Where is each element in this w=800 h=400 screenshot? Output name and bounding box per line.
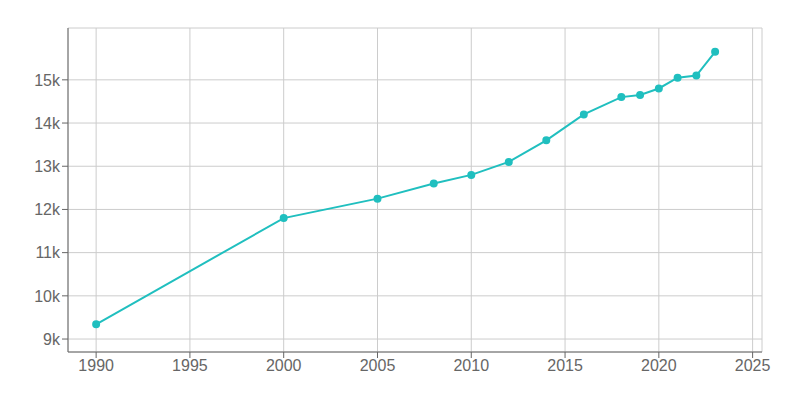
svg-text:2025: 2025 [735, 357, 771, 374]
svg-text:14k: 14k [34, 115, 61, 132]
svg-text:2020: 2020 [641, 357, 677, 374]
svg-text:2015: 2015 [547, 357, 583, 374]
svg-text:11k: 11k [35, 244, 61, 261]
svg-text:10k: 10k [34, 288, 61, 305]
svg-text:1990: 1990 [78, 357, 114, 374]
svg-text:12k: 12k [34, 201, 61, 218]
svg-text:2000: 2000 [266, 357, 302, 374]
svg-text:2010: 2010 [453, 357, 489, 374]
svg-text:1995: 1995 [172, 357, 208, 374]
svg-text:2005: 2005 [360, 357, 396, 374]
svg-text:13k: 13k [34, 158, 61, 175]
svg-text:15k: 15k [34, 72, 61, 89]
svg-text:9k: 9k [43, 331, 61, 348]
